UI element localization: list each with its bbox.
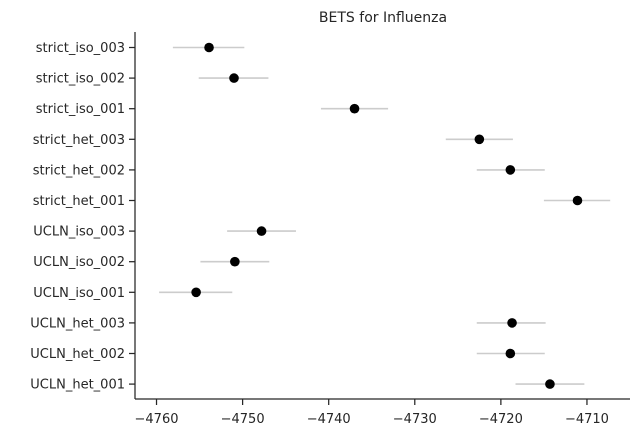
y-tick-label: strict_iso_003 (36, 41, 125, 56)
x-axis: −4760 −4750 −4740 −4730 −4720 −4710 (135, 398, 630, 427)
y-tick-label: strict_het_002 (33, 163, 125, 178)
data-point (545, 379, 555, 389)
data-point (572, 195, 583, 206)
data-point (474, 134, 485, 145)
x-tick-label: −4760 (135, 412, 179, 427)
x-tick-label: −4750 (221, 412, 265, 427)
x-tick-label: −4730 (393, 412, 437, 427)
x-tick-label: −4720 (479, 412, 523, 427)
point-layer (191, 42, 583, 389)
y-tick-label: strict_iso_001 (36, 102, 125, 117)
data-point (229, 73, 239, 83)
data-point (256, 226, 267, 236)
x-tick-label: −4710 (565, 412, 609, 427)
y-tick-label: UCLN_het_002 (30, 347, 125, 362)
errorbar-layer (159, 46, 611, 385)
x-tick-label: −4740 (307, 412, 351, 427)
chart-title: BETS for Influenza (319, 10, 447, 26)
y-tick-label: strict_het_003 (33, 133, 125, 148)
data-point (230, 256, 240, 267)
y-tick-label: UCLN_iso_001 (33, 286, 125, 301)
y-tick-label: UCLN_iso_002 (33, 255, 125, 270)
data-point (204, 42, 214, 53)
y-tick-label: UCLN_het_001 (30, 378, 125, 393)
data-point (507, 318, 517, 328)
data-point (349, 103, 360, 114)
y-axis: strict_iso_003 strict_iso_002 strict_iso_0… (30, 32, 136, 399)
y-tick-label: strict_het_001 (33, 194, 125, 209)
data-point (191, 287, 201, 298)
y-tick-label: strict_iso_002 (36, 72, 125, 87)
y-tick-label: UCLN_iso_003 (33, 225, 125, 240)
data-point (505, 348, 516, 359)
data-point (505, 165, 516, 175)
y-tick-label: UCLN_het_003 (30, 316, 125, 331)
